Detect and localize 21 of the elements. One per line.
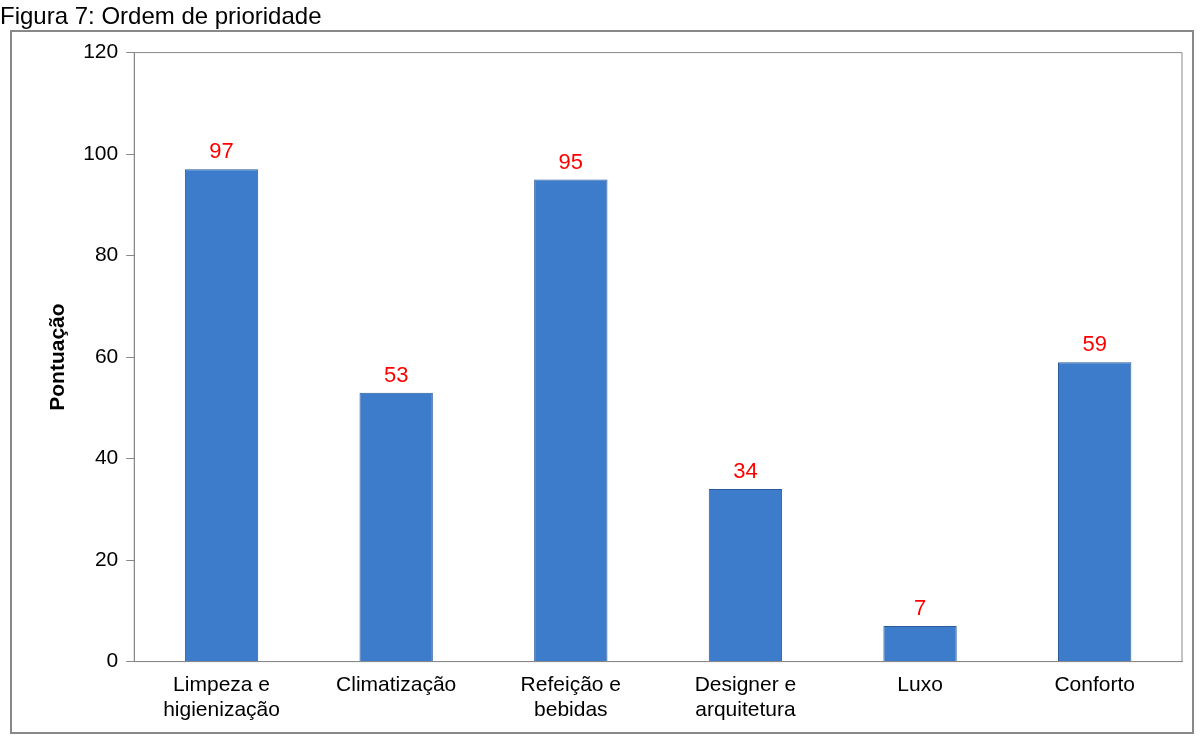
x-tick-label: Limpeza e higienização bbox=[163, 672, 280, 721]
x-tick-label: Luxo bbox=[897, 672, 943, 695]
y-tick-label: 60 bbox=[94, 343, 119, 367]
data-label: 97 bbox=[209, 138, 234, 164]
y-tick-label: 100 bbox=[83, 140, 119, 164]
y-tick-label: 40 bbox=[94, 445, 119, 469]
y-tick-label: 120 bbox=[83, 39, 119, 63]
data-label: 7 bbox=[913, 595, 927, 621]
x-tick-label: Climatização bbox=[336, 672, 457, 695]
data-label: 53 bbox=[383, 361, 409, 387]
data-label: 95 bbox=[558, 148, 584, 174]
y-axis-title: Pontuação bbox=[45, 303, 69, 411]
x-tick-label: Conforto bbox=[1054, 672, 1135, 695]
x-tick-label: Refeição e bebidas bbox=[520, 672, 622, 721]
x-tick-label: Designer e arquitetura bbox=[694, 672, 797, 721]
data-label: 59 bbox=[1082, 331, 1107, 357]
y-tick-label: 80 bbox=[94, 242, 119, 266]
y-tick-label: 20 bbox=[94, 546, 119, 570]
chart-title: Figura 7: Ordem de prioridade bbox=[0, 2, 323, 30]
y-tick-label: 0 bbox=[106, 648, 119, 672]
data-label: 34 bbox=[733, 458, 758, 484]
